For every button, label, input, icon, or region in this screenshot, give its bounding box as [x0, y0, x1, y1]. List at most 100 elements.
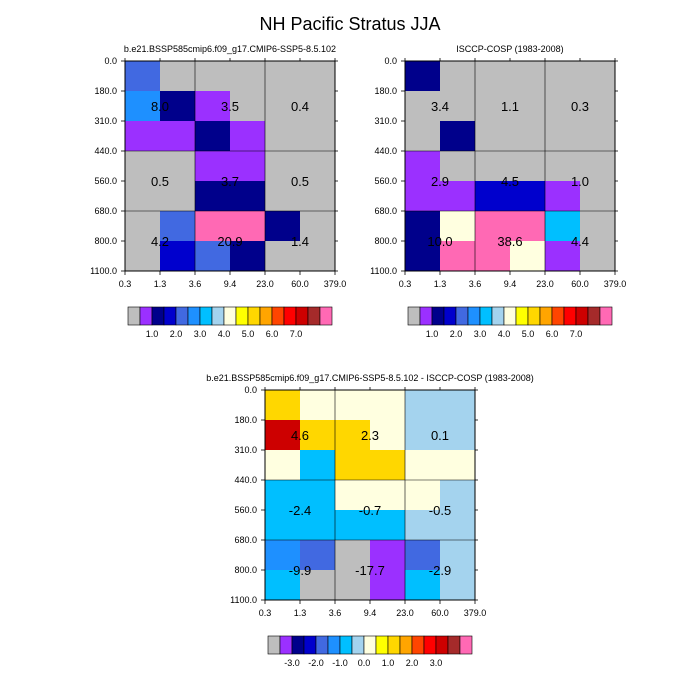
region-value: 20.9 [217, 234, 242, 249]
colorbar: -3.0 -2.0 -1.0 0.0 1.0 2.0 3.0 [267, 635, 473, 668]
colorbar-swatch [139, 306, 153, 326]
heatmap-cell [300, 241, 336, 272]
heatmap-cell [230, 241, 266, 272]
heatmap-cell [405, 181, 441, 212]
region-value: -0.5 [429, 503, 451, 518]
region-value: 4.4 [571, 234, 589, 249]
panel-3: b.e21.BSSP585cmip6.f09_g17.CMIP6-SSP5-8.… [206, 373, 534, 668]
x-tick-label: 9.4 [224, 279, 237, 289]
colorbar-swatch [443, 306, 457, 326]
heatmap-cell [405, 390, 441, 421]
panel-title: b.e21.BSSP585cmip6.f09_g17.CMIP6-SSP5-8.… [124, 44, 336, 54]
colorbar-swatch [211, 306, 225, 326]
y-tick-label: 310.0 [374, 116, 397, 126]
colorbar-swatch [491, 306, 505, 326]
heatmap-cell [440, 151, 476, 182]
colorbar-swatch [151, 306, 165, 326]
colorbar-label: 5.0 [242, 329, 255, 339]
heatmap-cell [300, 450, 336, 481]
heatmap-cell [510, 211, 546, 242]
heatmap-cell [475, 61, 511, 92]
colorbar-label: 4.0 [498, 329, 511, 339]
colorbar-swatch [479, 306, 493, 326]
region-value: -2.9 [429, 563, 451, 578]
heatmap-cell [265, 570, 301, 601]
region-value: 4.5 [501, 174, 519, 189]
y-tick-label: 0.0 [384, 56, 397, 66]
heatmap-cell [440, 420, 476, 451]
y-tick-label: 560.0 [374, 176, 397, 186]
heatmap-cell [510, 121, 546, 152]
colorbar-swatch [375, 635, 389, 655]
heatmap-cell [440, 480, 476, 511]
heatmap-cell [160, 151, 196, 182]
colorbar-swatch [435, 635, 449, 655]
y-tick-label: 310.0 [94, 116, 117, 126]
heatmap-cell [370, 510, 406, 541]
heatmap-cell [195, 151, 231, 182]
y-tick-label: 680.0 [374, 206, 397, 216]
colorbar-swatch [411, 635, 425, 655]
heatmap-cell [300, 91, 336, 122]
x-tick-label: 9.4 [504, 279, 517, 289]
heatmap-cell [160, 241, 196, 272]
region-value: 0.1 [431, 428, 449, 443]
colorbar-label: 3.0 [474, 329, 487, 339]
heatmap-cell [440, 211, 476, 242]
heatmap-cell [230, 121, 266, 152]
colorbar-swatch [351, 635, 365, 655]
colorbar-swatch [503, 306, 517, 326]
heatmap-cell [335, 510, 371, 541]
y-tick-label: 560.0 [234, 505, 257, 515]
colorbar-label: 5.0 [522, 329, 535, 339]
colorbar-swatch [339, 635, 353, 655]
colorbar-swatch [563, 306, 577, 326]
colorbar-swatch [387, 635, 401, 655]
colorbar-swatch [223, 306, 237, 326]
heatmap-cell [440, 61, 476, 92]
heatmap-cell [510, 241, 546, 272]
heatmap-cell [125, 61, 161, 92]
colorbar: 1.0 2.0 3.0 4.0 5.0 6.0 7.0 [407, 306, 613, 339]
colorbar-swatch [599, 306, 613, 326]
heatmap-cell [230, 151, 266, 182]
heatmap-cell [195, 211, 231, 242]
colorbar-label: -3.0 [284, 658, 300, 668]
heatmap-cell [265, 480, 301, 511]
colorbar-swatch [199, 306, 213, 326]
heatmap-cell [440, 121, 476, 152]
heatmap-cell [265, 390, 301, 421]
colorbar-swatch [267, 635, 281, 655]
heatmap-cell [475, 121, 511, 152]
y-tick-label: 180.0 [374, 86, 397, 96]
x-tick-label: 0.3 [259, 608, 272, 618]
y-tick-label: 0.0 [244, 385, 257, 395]
heatmap-cell [475, 181, 511, 212]
y-tick-label: 440.0 [94, 146, 117, 156]
heatmap-cell [545, 91, 581, 122]
panel-1: b.e21.BSSP585cmip6.f09_g17.CMIP6-SSP5-8.… [90, 44, 346, 339]
heatmap-cell [370, 570, 406, 601]
heatmap-cell [300, 540, 336, 571]
colorbar-label: 7.0 [290, 329, 303, 339]
heatmap-cell [265, 510, 301, 541]
colorbar-label: 1.0 [382, 658, 395, 668]
colorbar-swatch [303, 635, 317, 655]
region-value: 1.1 [501, 99, 519, 114]
region-value: -0.7 [359, 503, 381, 518]
heatmap-cell [440, 181, 476, 212]
heatmap-cell [300, 121, 336, 152]
heatmap-cell [440, 241, 476, 272]
colorbar-swatch [187, 306, 201, 326]
region-value: -17.7 [355, 563, 385, 578]
colorbar-swatch [431, 306, 445, 326]
heatmap-cell [265, 420, 301, 451]
x-tick-label: 379.0 [464, 608, 487, 618]
heatmap-cell [510, 181, 546, 212]
x-tick-label: 1.3 [154, 279, 167, 289]
y-tick-label: 1100.0 [230, 595, 257, 605]
heatmap-cell [125, 241, 161, 272]
heatmap-cell [195, 241, 231, 272]
heatmap-cell [160, 121, 196, 152]
heatmap-cell [300, 510, 336, 541]
